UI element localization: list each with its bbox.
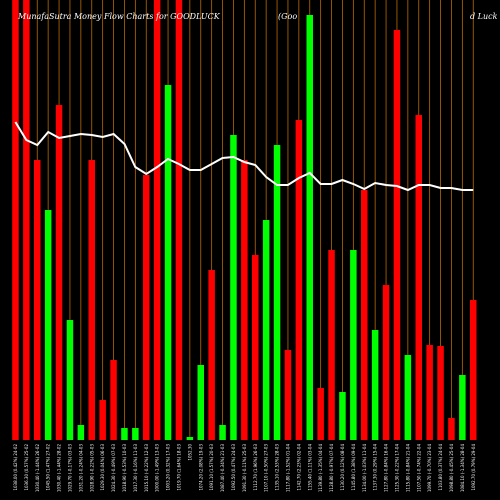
x-tick-label-33: 1134.00 (-1.03%) 11-04 — [362, 444, 367, 492]
bar-13 — [143, 175, 150, 440]
x-tick-label-18: 1074.20 (2.08%) 19-03 — [198, 444, 203, 491]
x-tick-label-42: 1084.10 (-1.34%) 28-04 — [460, 444, 465, 492]
bar-23 — [252, 255, 259, 440]
bar-12 — [132, 428, 139, 440]
x-tick-label-8: 1028.90 (-0.22%) 05-03 — [89, 444, 94, 492]
bar-28 — [306, 15, 313, 440]
bar-3 — [34, 160, 41, 440]
bar-25 — [273, 145, 281, 440]
chart-title-company: (Goo — [278, 12, 297, 21]
x-tick-label-15: 1003.20 (0.32%) 17-03 — [166, 444, 171, 491]
bar-36 — [393, 30, 401, 440]
bar-37 — [404, 355, 412, 440]
bar-9 — [99, 400, 106, 440]
x-tick-label-17: 1052.30 — [187, 444, 192, 461]
bar-5 — [55, 105, 63, 440]
bar-30 — [328, 250, 335, 440]
bar-series — [12, 0, 477, 440]
bar-40 — [437, 346, 444, 440]
x-tick-label-37: 1115.80 (-0.84%) 21-04 — [405, 444, 410, 492]
x-tick-label-36: 1125.30 (-0.22%) 17-04 — [394, 444, 399, 492]
x-tick-label-28: 1155.40 (1.11%) 03-04 — [307, 444, 312, 491]
x-tick-label-22: 1091.30 (-0.11%) 25-03 — [242, 444, 247, 492]
bar-17 — [186, 437, 194, 440]
money-flow-line — [14, 121, 474, 192]
bar-8 — [88, 160, 95, 440]
x-tick-label-13: 1015.10 (-0.22%) 12-03 — [144, 444, 149, 492]
x-tick-label-40: 1103.80 (0.37%) 24-04 — [438, 444, 443, 491]
bar-38 — [415, 115, 422, 440]
x-tick-label-14: 1000.00 (-1.49%) 13-03 — [155, 444, 160, 492]
x-tick-label-25: 1135.10 (2.53%) 28-03 — [275, 444, 280, 491]
x-tick-label-21: 1092.50 (0.47%) 24-03 — [231, 444, 236, 491]
x-tick-label-34: 1137.30 (0.29%) 15-04 — [373, 444, 378, 491]
x-tick-label-30: 1128.80 (-0.97%) 07-04 — [329, 444, 334, 492]
x-tick-label-23: 1112.70 (1.96%) 26-03 — [253, 444, 258, 491]
bar-39 — [426, 345, 433, 440]
x-tick-label-38: 1107.50 (-0.74%) 22-04 — [416, 444, 421, 492]
x-tick-label-27: 1142.70 (2.23%) 02-04 — [296, 444, 301, 491]
bar-4 — [44, 210, 52, 440]
bar-27 — [295, 120, 303, 440]
bar-26 — [284, 350, 292, 440]
bar-34 — [371, 330, 379, 440]
bar-6 — [66, 320, 74, 440]
x-tick-label-43: 1092.70 (0.79%) 29-04 — [471, 444, 476, 491]
x-tick-label-39: 1099.70 (-0.70%) 23-04 — [427, 444, 432, 492]
x-tick-label-2: 1036.30 (0.57%) 25-02 — [24, 444, 29, 491]
bar-31 — [339, 392, 346, 440]
x-tick-label-20: 1087.40 (-0.34%) 21-03 — [220, 444, 225, 492]
bar-43 — [470, 300, 477, 440]
bar-2 — [23, 0, 30, 440]
bar-41 — [448, 418, 455, 440]
bar-33 — [361, 190, 368, 440]
bar-14 — [153, 0, 161, 440]
bar-24 — [262, 220, 270, 440]
bar-20 — [219, 425, 226, 440]
x-tick-label-16: 1019.70 (1.64%) 18-03 — [176, 444, 181, 491]
bar-29 — [317, 388, 324, 440]
bar-21 — [230, 135, 237, 440]
chart-title-company-end: d Luck — [470, 12, 498, 21]
x-tick-label-29: 1139.80 (-1.35%) 04-04 — [318, 444, 323, 492]
x-tick-label-7: 1031.20 (-0.24%) 04-03 — [78, 444, 83, 492]
chart-title: MunafaSutra Money Flow Charts for GOODLU… — [17, 12, 221, 21]
x-axis-labels: 1038.00 (0.42%) 24-02 1036.30 (0.57%) 25-… — [13, 444, 476, 492]
bar-19 — [208, 270, 215, 440]
bar-32 — [350, 250, 357, 440]
x-tick-label-31: 1130.20 (0.12%) 08-04 — [340, 444, 345, 491]
bar-15 — [164, 85, 172, 440]
bar-22 — [241, 160, 248, 440]
x-tick-label-1: 1038.00 (0.42%) 24-02 — [13, 444, 18, 491]
bar-7 — [77, 425, 85, 440]
bar-1 — [12, 0, 19, 440]
x-tick-label-11: 1018.90 (-0.53%) 10-03 — [122, 444, 127, 492]
bar-16 — [175, 0, 183, 440]
x-tick-label-5: 1030.40 (-1.44%) 28-02 — [57, 444, 62, 492]
bar-10 — [110, 360, 117, 440]
bar-18 — [197, 365, 204, 440]
x-tick-label-32: 1145.80 (1.38%) 09-04 — [351, 444, 356, 491]
x-tick-label-35: 1127.80 (-0.84%) 16-04 — [384, 444, 389, 492]
bar-42 — [459, 375, 466, 440]
x-tick-label-6: 1029.70 (-0.17%) 03-03 — [67, 444, 72, 492]
x-tick-label-19: 1091.10 (1.57%) 20-03 — [209, 444, 214, 491]
bar-35 — [382, 285, 390, 440]
x-tick-label-9: 1029.30 (0.04%) 06-03 — [100, 444, 105, 491]
bar-11 — [121, 428, 128, 440]
x-tick-label-3: 1030.40 (-1.44%) 26-02 — [35, 444, 40, 492]
x-tick-label-41: 1098.80 (-0.45%) 25-04 — [449, 444, 454, 492]
x-tick-label-26: 1117.80 (-1.52%) 01-04 — [285, 444, 290, 492]
x-tick-label-24: 1107.10 (-0.50%) 27-03 — [264, 444, 269, 492]
x-tick-label-12: 1017.30 (-0.16%) 11-03 — [133, 444, 138, 492]
x-tick-label-4: 1045.50 (1.47%) 27-02 — [46, 444, 51, 491]
x-tick-label-10: 1024.30 (-0.49%) 07-03 — [111, 444, 116, 492]
